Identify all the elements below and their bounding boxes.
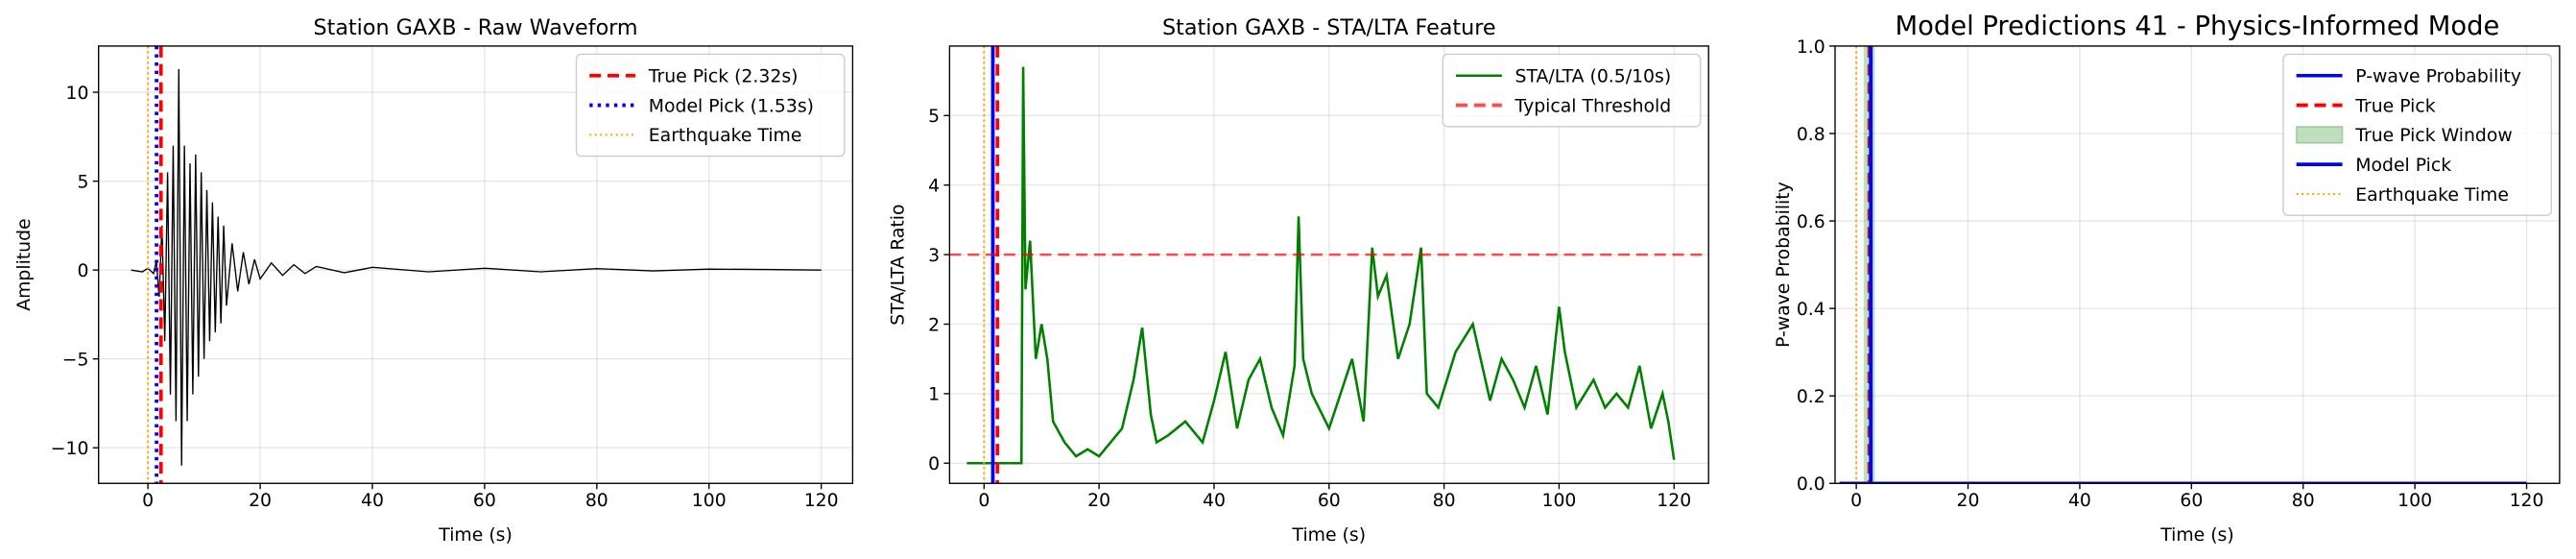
x-tick-label: 100 — [692, 491, 727, 511]
plot-area — [949, 45, 1709, 484]
subplot: 0 20 40 60 80 100 120 −10 −5 0 5 10 Station GAXB - R… — [14, 15, 854, 546]
plot-area — [131, 45, 822, 484]
y-axis-label: P-wave Probability — [1774, 182, 1794, 348]
legend-label: True Pick — [2354, 96, 2435, 116]
plot-area — [1839, 45, 2527, 484]
legend: P-wave Probability True Pick True Pick Win… — [2282, 53, 2553, 216]
y-tick-label: 0 — [928, 454, 940, 474]
y-tick-label: 1.0 — [1797, 37, 1825, 58]
legend-label: P-wave Probability — [2355, 67, 2521, 87]
x-tick-label: 0 — [142, 491, 154, 511]
y-tick-label: 5 — [928, 107, 940, 127]
x-tick-label: 100 — [2397, 491, 2432, 511]
x-tick-label: 60 — [1318, 491, 1341, 511]
x-tick-label: 80 — [2292, 491, 2315, 511]
y-tick-label: 0.4 — [1797, 300, 1825, 320]
x-tick-label: 80 — [1433, 491, 1456, 511]
y-tick-label: −5 — [62, 351, 89, 371]
x-tick-label: 60 — [473, 491, 496, 511]
legend-box — [2282, 53, 2553, 216]
x-tick-label: 120 — [1657, 491, 1691, 511]
x-tick-label: 20 — [1957, 491, 1980, 511]
data-line — [131, 68, 822, 466]
y-tick-label: 4 — [928, 177, 940, 197]
legend-box — [575, 53, 846, 158]
legend: True Pick (2.32s) Model Pick (1.53s) Earth… — [575, 53, 846, 158]
legend-label: Earthquake Time — [649, 126, 802, 146]
y-tick-label: 3 — [928, 246, 940, 266]
axes-frame — [98, 45, 854, 484]
y-tick-label: 0.6 — [1797, 212, 1825, 232]
y-tick-label: 5 — [77, 172, 88, 192]
subplot: 0 20 40 60 80 100 120 0 1 2 3 4 5 Station GAXB - STA/… — [888, 15, 1709, 546]
x-tick-label: 20 — [249, 491, 272, 511]
axes-frame — [1834, 45, 2561, 484]
y-tick-label: 0.8 — [1797, 125, 1825, 145]
legend: STA/LTA (0.5/10s) Typical Threshold — [1442, 53, 1702, 128]
legend-label: Typical Threshold — [1515, 96, 1672, 116]
y-tick-label: 2 — [928, 315, 940, 335]
x-tick-label: 20 — [1087, 491, 1110, 511]
x-tick-label: 120 — [804, 491, 839, 511]
x-tick-label: 40 — [2068, 491, 2091, 511]
legend-box — [1442, 53, 1702, 128]
legend-label: STA/LTA (0.5/10s) — [1515, 67, 1672, 87]
y-tick-label: 0 — [77, 261, 88, 281]
legend-label: True Pick Window — [2354, 126, 2513, 146]
x-tick-label: 80 — [585, 491, 608, 511]
x-tick-label: 40 — [1203, 491, 1226, 511]
y-tick-label: −10 — [51, 439, 89, 459]
legend-label: Model Pick (1.53s) — [649, 96, 814, 116]
y-tick-label: 10 — [65, 84, 88, 104]
x-axis-label: Time (s) — [2159, 525, 2234, 546]
x-tick-label: 0 — [978, 491, 990, 511]
legend-label: Earthquake Time — [2355, 185, 2509, 206]
x-axis-label: Time (s) — [438, 525, 513, 546]
x-tick-label: 60 — [2180, 491, 2203, 511]
x-tick-label: 100 — [1541, 491, 1576, 511]
data-line — [966, 66, 1676, 465]
y-tick-label: 1 — [928, 385, 940, 405]
y-axis-label: Amplitude — [14, 218, 35, 310]
x-tick-label: 40 — [361, 491, 384, 511]
subplot-title: Station GAXB - Raw Waveform — [313, 15, 637, 40]
y-axis-label: STA/LTA Ratio — [888, 204, 908, 325]
y-tick-label: 0.0 — [1797, 474, 1825, 495]
subplot-title: Station GAXB - STA/LTA Feature — [1162, 15, 1496, 40]
legend-swatch — [2295, 125, 2344, 144]
subplot: 0 20 40 60 80 100 120 0.0 0.2 0.4 0.6 0.8 1.0 Model P… — [1774, 12, 2561, 546]
x-axis-label: Time (s) — [1292, 525, 1366, 546]
subplot-title: Model Predictions 41 - Physics-Informed … — [1896, 12, 2500, 41]
y-tick-label: 0.2 — [1797, 387, 1825, 407]
x-tick-label: 0 — [1850, 491, 1862, 511]
axes-frame — [948, 45, 1709, 484]
legend-label: True Pick (2.32s) — [648, 67, 799, 87]
x-tick-label: 120 — [2510, 491, 2544, 511]
legend-label: Model Pick — [2355, 156, 2451, 176]
